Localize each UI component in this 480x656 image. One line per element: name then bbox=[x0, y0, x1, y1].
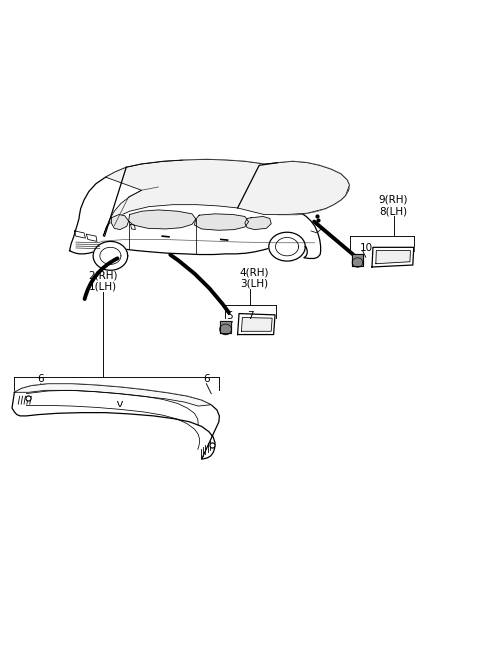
Polygon shape bbox=[103, 159, 349, 236]
Polygon shape bbox=[14, 384, 211, 406]
Polygon shape bbox=[376, 251, 410, 264]
Text: 6: 6 bbox=[203, 374, 210, 384]
Polygon shape bbox=[245, 216, 271, 230]
Polygon shape bbox=[70, 159, 349, 258]
Text: 2(RH)
1(LH): 2(RH) 1(LH) bbox=[88, 270, 118, 292]
Polygon shape bbox=[93, 241, 128, 270]
Polygon shape bbox=[352, 254, 363, 266]
Polygon shape bbox=[111, 215, 129, 230]
Text: 9(RH)
8(LH): 9(RH) 8(LH) bbox=[379, 195, 408, 216]
Text: 7: 7 bbox=[247, 312, 254, 321]
Polygon shape bbox=[372, 247, 414, 267]
Polygon shape bbox=[12, 384, 219, 459]
Polygon shape bbox=[269, 232, 305, 261]
Text: 10: 10 bbox=[360, 243, 373, 253]
Polygon shape bbox=[220, 324, 231, 335]
Text: 5: 5 bbox=[226, 312, 233, 321]
Polygon shape bbox=[220, 321, 231, 333]
Polygon shape bbox=[352, 258, 363, 267]
Polygon shape bbox=[238, 314, 275, 335]
Text: 6: 6 bbox=[37, 374, 44, 384]
Text: 4(RH)
3(LH): 4(RH) 3(LH) bbox=[240, 267, 269, 289]
Polygon shape bbox=[241, 318, 272, 331]
Polygon shape bbox=[194, 214, 249, 230]
Polygon shape bbox=[129, 210, 196, 229]
